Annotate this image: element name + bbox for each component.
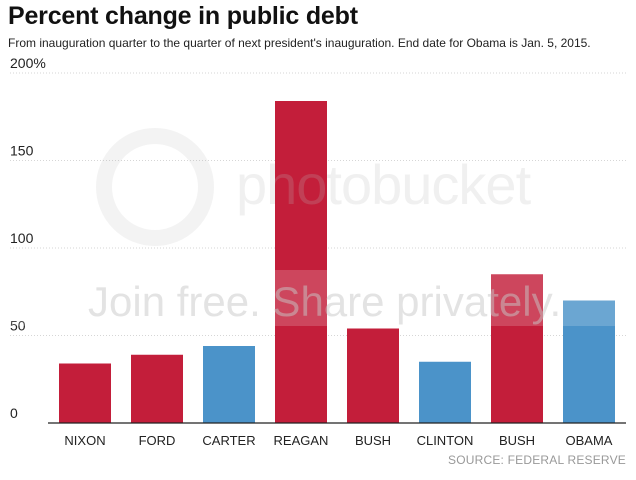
x-tick-label-0: NIXON — [64, 433, 105, 448]
y-tick-label-150: 150 — [10, 143, 34, 159]
chart-title: Percent change in public debt — [8, 2, 358, 30]
x-tick-label-1: FORD — [139, 433, 176, 448]
x-tick-label-4: BUSH — [355, 433, 391, 448]
y-tick-label-200: 200% — [10, 55, 46, 71]
bar-carter-2 — [203, 346, 255, 423]
bar-ford-1 — [131, 354, 183, 423]
bar-reagan-3 — [275, 101, 327, 423]
x-tick-label-3: REAGAN — [274, 433, 329, 448]
x-tick-label-2: CARTER — [202, 433, 255, 448]
y-tick-label-0: 0 — [10, 405, 18, 421]
bar-nixon-0 — [59, 363, 111, 423]
y-tick-label-100: 100 — [10, 230, 34, 246]
source-note: SOURCE: FEDERAL RESERVE — [448, 453, 626, 467]
bar-bush-4 — [347, 328, 399, 423]
bar-bush-6 — [491, 274, 543, 423]
x-tick-label-5: CLINTON — [417, 433, 474, 448]
y-tick-label-50: 50 — [10, 318, 26, 334]
x-tick-label-7: OBAMA — [566, 433, 613, 448]
bar-obama-7 — [563, 300, 615, 423]
x-tick-label-6: BUSH — [499, 433, 535, 448]
bar-clinton-5 — [419, 361, 471, 423]
chart-subtitle: From inauguration quarter to the quarter… — [8, 36, 591, 50]
